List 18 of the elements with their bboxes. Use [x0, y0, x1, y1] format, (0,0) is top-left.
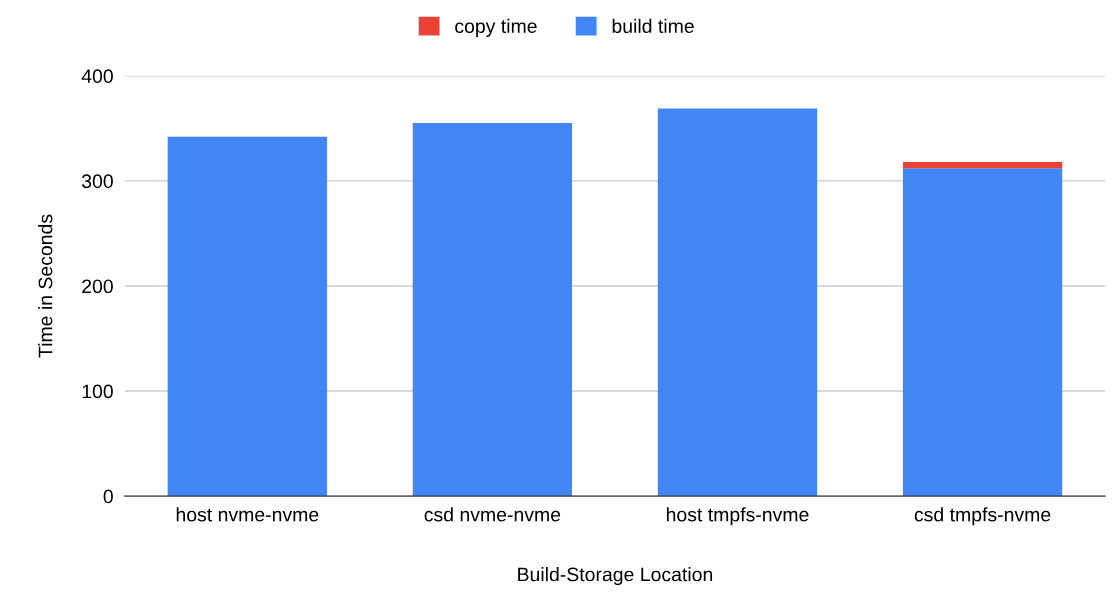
x-axis-title: Build-Storage Location: [518, 567, 713, 586]
legend-label: build time: [612, 18, 694, 34]
y-axis-title: Time in Seconds: [38, 214, 53, 358]
bar: [657, 108, 818, 497]
x-tick-label: csd tmpfs-nvme: [914, 507, 1051, 526]
y-tick-label: 200: [82, 279, 113, 294]
x-tick-label: csd nvme-nvme: [424, 507, 561, 522]
y-tick-label: 0: [103, 489, 113, 504]
bar: [902, 161, 1063, 169]
bar: [412, 123, 573, 497]
y-tick-label: 400: [81, 69, 113, 84]
legend-label: copy time: [455, 18, 537, 37]
x-tick-label: host tmpfs-nvme: [666, 507, 809, 526]
y-tick-label: 300: [81, 174, 113, 189]
x-tick-label: host nvme-nvme: [176, 507, 319, 522]
y-tick-label: 100: [82, 384, 113, 399]
bar: [167, 136, 327, 497]
bar: [902, 168, 1063, 497]
